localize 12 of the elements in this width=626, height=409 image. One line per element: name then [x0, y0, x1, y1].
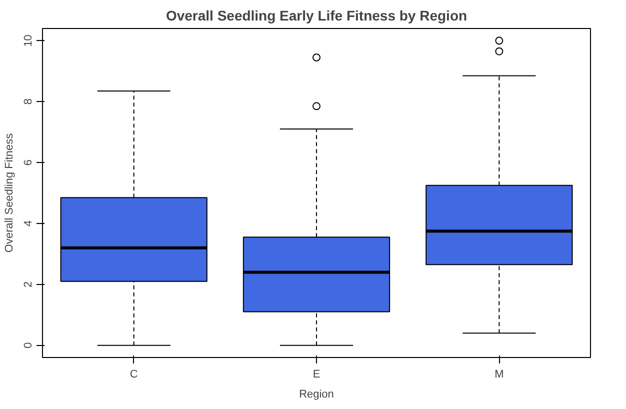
y-tick-label: 10: [22, 34, 34, 47]
x-tick-label: M: [494, 368, 504, 380]
y-tick-label: 8: [22, 98, 34, 105]
y-tick-label: 0: [22, 342, 34, 348]
x-tick-label: E: [312, 368, 320, 380]
y-tick-label: 4: [22, 220, 34, 227]
y-tick-label: 6: [22, 159, 34, 166]
y-axis-title: Overall Seedling Fitness: [4, 132, 16, 253]
chart-title: Overall Seedling Early Life Fitness by Region: [166, 8, 468, 24]
y-tick-label: 2: [22, 281, 34, 288]
x-tick-label: C: [130, 368, 138, 380]
x-axis-title: Region: [299, 388, 334, 400]
